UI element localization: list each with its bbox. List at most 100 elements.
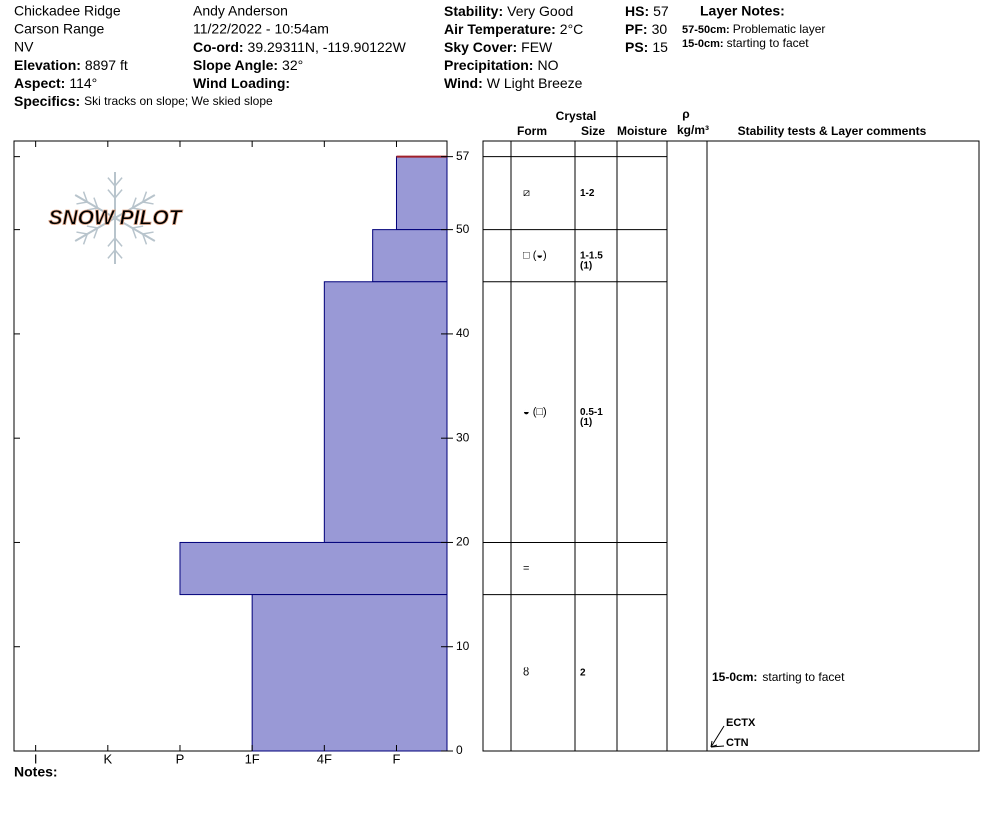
- logo-branch: [114, 249, 123, 259]
- field-label: Sky Cover:: [444, 39, 517, 55]
- logo-branch: [86, 225, 98, 229]
- field-value: 39.29311N, -119.90122W: [248, 39, 407, 55]
- note-range: 57-50cm:: [682, 24, 730, 36]
- crystal-form: □ (◒): [523, 250, 547, 262]
- field-label: PF:: [625, 21, 648, 37]
- field-value: Very Good: [507, 3, 573, 19]
- y-tick-label: 10: [456, 639, 470, 653]
- header-field: Specifics: Ski tracks on slope; We skied …: [14, 93, 273, 109]
- header-field: Elevation: 8897 ft: [14, 57, 128, 73]
- logo-branch: [107, 237, 116, 247]
- header-field: PF: 30: [625, 21, 667, 37]
- logo-branch: [142, 191, 148, 203]
- logo-branch: [142, 233, 148, 245]
- layer-note: 57-50cm: Problematic layer: [682, 22, 825, 36]
- field-label: Slope Angle:: [193, 57, 278, 73]
- table-header: Stability tests & Layer comments: [738, 124, 927, 138]
- crystal-size: 1-1.5: [580, 250, 603, 261]
- y-tick-label: 30: [456, 430, 470, 444]
- notes-label: Notes:: [14, 764, 58, 780]
- header-field: 11/22/2022 - 10:54am: [193, 21, 329, 37]
- crystal-size: (1): [580, 417, 592, 428]
- y-tick-label: 0: [456, 743, 463, 757]
- y-tick-label: 40: [456, 326, 470, 340]
- comment-text: starting to facet: [762, 670, 845, 684]
- field-label: Air Temperature:: [444, 21, 556, 37]
- table-header: kg/m³: [677, 123, 709, 137]
- logo-branch: [142, 201, 154, 205]
- field-label: Stability:: [444, 3, 503, 19]
- field-value: 57: [653, 3, 669, 19]
- crystal-form: ȣ: [523, 667, 529, 679]
- field-label: Aspect:: [14, 75, 65, 91]
- header-field: Stability: Very Good: [444, 3, 573, 19]
- field-label: Specifics:: [14, 93, 80, 109]
- logo-spoke: [74, 194, 116, 219]
- field-value: 114°: [69, 75, 97, 91]
- header-field: Andy Anderson: [193, 3, 288, 19]
- logo-branch: [107, 249, 116, 259]
- hardness-bar: [323, 281, 448, 543]
- logo-branch: [76, 231, 88, 235]
- field-label: HS:: [625, 3, 649, 19]
- crystal-form: =: [523, 562, 529, 574]
- hardness-bar: [395, 156, 448, 231]
- logo: SNOW PILOT: [48, 172, 184, 264]
- header-field: Sky Cover: FEW: [444, 39, 553, 55]
- field-value: 30: [652, 21, 668, 37]
- logo-branch: [132, 225, 144, 229]
- logo-text: SNOW PILOT: [49, 207, 184, 230]
- crystal-size: (1): [580, 260, 592, 271]
- x-tick-label: 1F: [245, 751, 260, 766]
- header-field: Precipitation: NO: [444, 57, 559, 73]
- table-header: Size: [581, 124, 605, 138]
- header-field: HS: 57: [625, 3, 669, 19]
- header-field: Chickadee Ridge: [14, 3, 121, 19]
- x-tick-label: 4F: [317, 751, 332, 766]
- x-tick-label: K: [103, 751, 112, 766]
- logo-branch: [132, 207, 144, 211]
- header-field: NV: [14, 39, 34, 55]
- field-value: Ski tracks on slope; We skied slope: [84, 94, 273, 108]
- logo-spoke: [114, 217, 156, 242]
- header-field: Air Temperature: 2°C: [444, 21, 583, 37]
- table-frame: [482, 140, 980, 752]
- header-field: Wind Loading:: [193, 75, 290, 91]
- field-value: 8897 ft: [85, 57, 128, 73]
- field-value: FEW: [521, 39, 553, 55]
- test-arrow: [710, 745, 725, 748]
- logo-branch: [86, 207, 98, 211]
- header-field: Aspect: 114°: [14, 75, 97, 91]
- note-text: Problematic layer: [733, 22, 826, 36]
- crystal-size: 0.5-1: [580, 407, 603, 418]
- header-field: Co-ord: 39.29311N, -119.90122W: [193, 39, 407, 55]
- note-range: 15-0cm:: [682, 38, 724, 50]
- stability-test: ECTX: [726, 717, 756, 729]
- crystal-size: 2: [580, 667, 586, 678]
- y-tick-label: 50: [456, 222, 470, 236]
- logo-branch: [107, 177, 116, 187]
- arrow-head: [710, 740, 718, 748]
- logo-branch: [82, 191, 88, 203]
- logo-branch: [107, 189, 116, 199]
- hardness-bar: [251, 594, 448, 752]
- logo-branch: [131, 197, 137, 209]
- header-field: Wind: W Light Breeze: [444, 75, 583, 91]
- y-tick-label: 57: [456, 149, 470, 163]
- layer-comment: 15-0cm: starting to facet: [712, 670, 845, 684]
- header-field: Slope Angle: 32°: [193, 57, 303, 73]
- layer-notes-title: Layer Notes:: [700, 3, 785, 19]
- field-label: Elevation:: [14, 57, 81, 73]
- logo-branch: [82, 233, 88, 245]
- field-label: Precipitation:: [444, 57, 533, 73]
- hardness-bar: [372, 229, 448, 283]
- hardness-bar: [179, 541, 448, 596]
- field-value: 15: [652, 39, 668, 55]
- logo-branch: [114, 237, 123, 247]
- test-arrow: [710, 725, 725, 748]
- logo-branch: [142, 231, 154, 235]
- y-tick-label: 20: [456, 535, 470, 549]
- comment-range: 15-0cm:: [712, 670, 757, 684]
- field-label: Wind Loading:: [193, 75, 290, 91]
